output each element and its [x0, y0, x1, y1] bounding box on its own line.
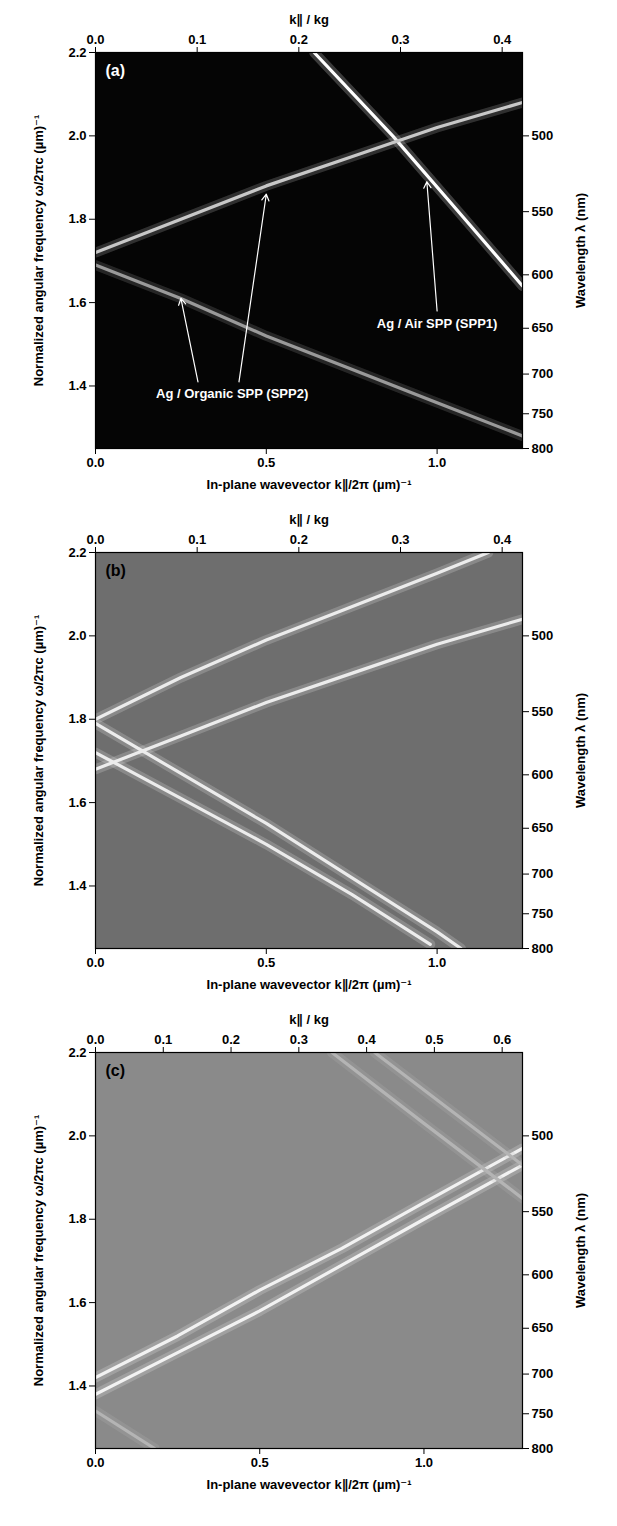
svg-text:1.0: 1.0 — [428, 455, 446, 470]
svg-text:(b): (b) — [106, 562, 126, 579]
svg-text:Wavelength λ (nm): Wavelength λ (nm) — [573, 193, 588, 308]
svg-text:2.0: 2.0 — [68, 628, 86, 643]
svg-text:0.0: 0.0 — [86, 455, 104, 470]
svg-text:750: 750 — [532, 406, 554, 421]
svg-text:0.4: 0.4 — [493, 532, 512, 547]
svg-text:2.0: 2.0 — [68, 1128, 86, 1143]
svg-text:0.2: 0.2 — [290, 532, 308, 547]
svg-text:In-plane wavevector k∥/2π (µm): In-plane wavevector k∥/2π (µm)⁻¹ — [207, 977, 412, 992]
svg-text:Normalized angular frequency ω: Normalized angular frequency ω/2πc (µm)⁻… — [31, 615, 46, 887]
svg-text:750: 750 — [532, 1406, 554, 1421]
svg-text:Ag / Air SPP (SPP1): Ag / Air SPP (SPP1) — [377, 316, 498, 331]
svg-text:700: 700 — [532, 866, 554, 881]
svg-text:0.0: 0.0 — [86, 955, 104, 970]
svg-text:500: 500 — [532, 1128, 554, 1143]
svg-text:1.8: 1.8 — [68, 711, 86, 726]
svg-text:650: 650 — [532, 320, 554, 335]
svg-text:In-plane wavevector k∥/2π (µm): In-plane wavevector k∥/2π (µm)⁻¹ — [207, 1477, 412, 1492]
svg-text:0.0: 0.0 — [86, 532, 104, 547]
svg-text:1.6: 1.6 — [68, 795, 86, 810]
svg-text:0.3: 0.3 — [391, 32, 409, 47]
svg-text:1.6: 1.6 — [68, 295, 86, 310]
svg-text:800: 800 — [532, 941, 554, 956]
svg-text:800: 800 — [532, 441, 554, 456]
svg-text:500: 500 — [532, 628, 554, 643]
svg-text:600: 600 — [532, 1267, 554, 1282]
svg-text:600: 600 — [532, 267, 554, 282]
svg-text:1.8: 1.8 — [68, 211, 86, 226]
svg-text:Normalized angular frequency ω: Normalized angular frequency ω/2πc (µm)⁻… — [31, 115, 46, 387]
svg-text:0.1: 0.1 — [188, 32, 206, 47]
svg-text:550: 550 — [532, 704, 554, 719]
svg-text:0.6: 0.6 — [493, 1032, 511, 1047]
svg-text:1.4: 1.4 — [68, 378, 87, 393]
svg-text:550: 550 — [532, 204, 554, 219]
svg-text:650: 650 — [532, 1320, 554, 1335]
svg-text:0.3: 0.3 — [391, 532, 409, 547]
svg-text:2.2: 2.2 — [68, 545, 86, 560]
svg-text:1.6: 1.6 — [68, 1295, 86, 1310]
svg-text:0.4: 0.4 — [493, 32, 512, 47]
svg-text:2.2: 2.2 — [68, 1045, 86, 1060]
svg-text:0.5: 0.5 — [257, 455, 275, 470]
svg-text:600: 600 — [532, 767, 554, 782]
svg-text:1.0: 1.0 — [415, 1455, 433, 1470]
svg-text:800: 800 — [532, 1441, 554, 1456]
svg-text:Normalized angular frequency ω: Normalized angular frequency ω/2πc (µm)⁻… — [31, 1115, 46, 1387]
svg-text:0.0: 0.0 — [86, 1032, 104, 1047]
svg-text:1.0: 1.0 — [428, 955, 446, 970]
svg-text:1.4: 1.4 — [68, 878, 87, 893]
svg-text:1.4: 1.4 — [68, 1378, 87, 1393]
svg-text:650: 650 — [532, 820, 554, 835]
svg-text:0.5: 0.5 — [257, 955, 275, 970]
svg-text:2.2: 2.2 — [68, 45, 86, 60]
svg-text:0.0: 0.0 — [86, 32, 104, 47]
svg-text:0.5: 0.5 — [251, 1455, 269, 1470]
svg-text:0.2: 0.2 — [290, 32, 308, 47]
svg-text:700: 700 — [532, 366, 554, 381]
svg-text:0.2: 0.2 — [222, 1032, 240, 1047]
svg-text:k∥ / kg: k∥ / kg — [289, 512, 329, 527]
svg-text:0.1: 0.1 — [188, 532, 206, 547]
svg-text:In-plane wavevector k∥/2π (µm): In-plane wavevector k∥/2π (µm)⁻¹ — [207, 477, 412, 492]
svg-text:0.1: 0.1 — [154, 1032, 172, 1047]
svg-text:0.0: 0.0 — [86, 1455, 104, 1470]
svg-text:0.3: 0.3 — [290, 1032, 308, 1047]
svg-text:(c): (c) — [106, 1062, 126, 1079]
svg-text:550: 550 — [532, 1204, 554, 1219]
svg-text:0.5: 0.5 — [425, 1032, 443, 1047]
svg-text:1.8: 1.8 — [68, 1211, 86, 1226]
svg-text:500: 500 — [532, 128, 554, 143]
svg-text:k∥ / kg: k∥ / kg — [289, 12, 329, 27]
svg-text:(a): (a) — [106, 62, 126, 79]
svg-text:700: 700 — [532, 1366, 554, 1381]
svg-text:Ag / Organic SPP (SPP2): Ag / Organic SPP (SPP2) — [156, 386, 308, 401]
svg-text:2.0: 2.0 — [68, 128, 86, 143]
svg-text:Wavelength λ (nm): Wavelength λ (nm) — [573, 1193, 588, 1308]
svg-text:k∥ / kg: k∥ / kg — [289, 1012, 329, 1027]
svg-text:Wavelength λ (nm): Wavelength λ (nm) — [573, 693, 588, 808]
svg-text:0.4: 0.4 — [358, 1032, 377, 1047]
svg-text:750: 750 — [532, 906, 554, 921]
